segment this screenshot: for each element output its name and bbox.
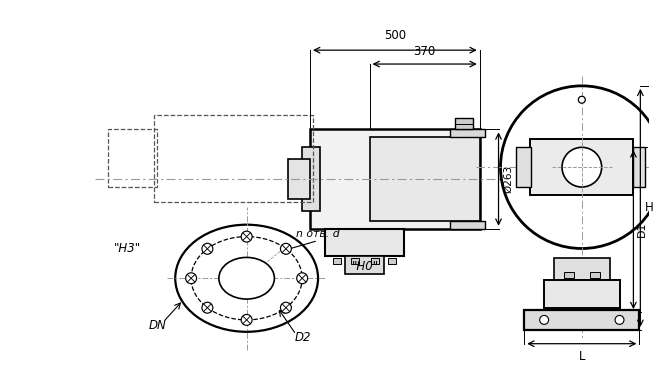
Text: D1: D1 (638, 222, 647, 238)
Text: L: L (579, 349, 585, 363)
Text: 500: 500 (384, 29, 406, 42)
Text: D2: D2 (294, 331, 311, 344)
Bar (302, 147, 320, 211)
Text: n отв. d: n отв. d (296, 228, 340, 239)
Ellipse shape (175, 225, 318, 332)
Circle shape (562, 147, 602, 187)
Ellipse shape (219, 257, 275, 299)
Circle shape (186, 273, 197, 284)
Bar (544, 280, 619, 308)
Bar (564, 272, 574, 278)
Text: 370: 370 (413, 45, 436, 58)
Circle shape (241, 314, 252, 325)
Bar (325, 229, 404, 256)
Bar (554, 258, 610, 280)
Bar (388, 258, 396, 264)
Bar (634, 147, 645, 187)
Text: Ø263: Ø263 (504, 165, 513, 193)
Bar (530, 139, 634, 195)
Bar (455, 118, 473, 129)
Circle shape (297, 273, 307, 284)
Circle shape (281, 302, 292, 313)
Circle shape (241, 231, 252, 242)
Circle shape (281, 243, 292, 254)
Bar (450, 221, 485, 229)
Bar (333, 258, 341, 264)
Bar (108, 129, 158, 187)
Text: "Н3": "Н3" (114, 242, 141, 255)
Bar (371, 258, 379, 264)
Circle shape (202, 302, 213, 313)
Bar (288, 159, 310, 199)
Text: "Н0": "Н0" (352, 260, 379, 273)
Circle shape (578, 96, 585, 103)
Text: DN: DN (148, 319, 166, 333)
Bar (345, 256, 385, 274)
Bar (517, 147, 531, 187)
Bar (450, 129, 485, 138)
Bar (525, 310, 640, 330)
Bar (370, 138, 479, 221)
Bar (590, 272, 600, 278)
Circle shape (615, 316, 624, 324)
Circle shape (202, 243, 213, 254)
Bar (154, 115, 313, 202)
Circle shape (500, 86, 654, 248)
Bar (310, 129, 479, 229)
Text: H: H (645, 201, 654, 215)
Circle shape (540, 316, 549, 324)
Bar (351, 258, 358, 264)
